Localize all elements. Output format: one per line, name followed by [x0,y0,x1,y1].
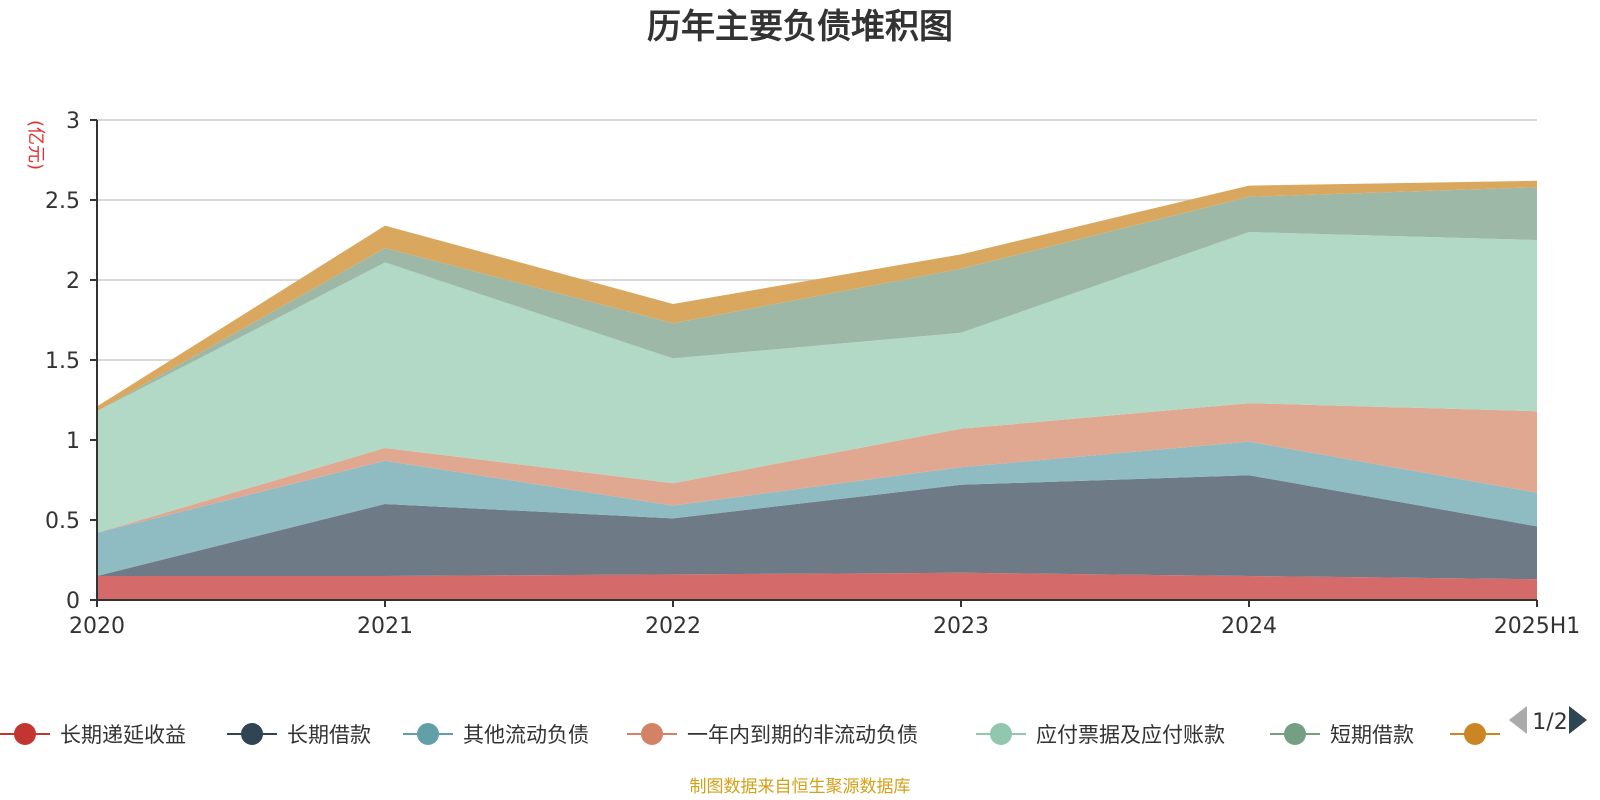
y-axis-unit: (亿元) [25,120,46,170]
legend-page-indicator: 1/2 [1532,710,1567,735]
legend-label: 其他流动负债 [463,723,589,747]
chart-title: 历年主要负债堆积图 [647,7,953,47]
y-tick-label: 3 [66,109,80,134]
legend-item[interactable]: 长期递延收益 [0,723,186,747]
legend-marker [14,723,36,745]
y-tick-label: 0.5 [45,509,80,534]
legend-label: 应付票据及应付账款 [1036,723,1225,747]
legend-marker [641,723,663,745]
x-tick-label: 2020 [69,614,125,639]
area-series-3 [97,403,1537,533]
area-series-4 [97,232,1537,533]
legend-next-icon[interactable] [1569,706,1587,734]
y-tick-label: 2 [66,269,80,294]
data-source: 制图数据来自恒生聚源数据库 [690,777,911,797]
area-series-5 [97,187,1537,412]
legend[interactable]: 长期递延收益 长期借款 其他流动负债 一年内到期的非流动负债 应付票据及应付账款 短期借款 [0,723,1500,747]
legend-label: 一年内到期的非流动负债 [687,723,918,747]
x-tick-label: 2021 [357,614,413,639]
legend-label: 短期借款 [1330,723,1414,747]
legend-marker [241,723,263,745]
y-tick-label: 1.5 [45,349,80,374]
x-tick-label: 2022 [645,614,701,639]
y-tick-label: 0 [66,589,80,614]
legend-marker [990,723,1012,745]
area-series-1 [97,475,1537,580]
legend-marker [417,723,439,745]
x-tick-label: 2023 [933,614,989,639]
x-tick-label: 2025H1 [1494,614,1581,639]
legend-marker [1464,723,1486,745]
legend-marker [1284,723,1306,745]
legend-item[interactable]: 应付票据及应付账款 [976,723,1225,747]
legend-item[interactable] [1450,723,1500,745]
legend-item[interactable]: 短期借款 [1270,723,1414,747]
legend-label: 长期借款 [287,723,371,747]
legend-pager[interactable]: 1/2 [1509,706,1587,735]
axes: 0 0.5 1 1.5 2 2.5 3 2020 2021 2022 2023 2024 2025H1 [45,109,1580,639]
legend-label: 长期递延收益 [60,723,186,747]
y-tick-label: 1 [66,429,80,454]
legend-item[interactable]: 长期借款 [227,723,371,747]
area-series [97,180,1537,600]
area-series-6 [97,180,1537,412]
legend-prev-icon[interactable] [1509,706,1527,734]
y-tick-label: 2.5 [45,189,80,214]
legend-item[interactable]: 一年内到期的非流动负债 [627,723,918,747]
area-series-2 [97,441,1537,576]
x-tick-label: 2024 [1221,614,1277,639]
area-series-0 [97,572,1537,600]
legend-item[interactable]: 其他流动负债 [403,723,589,747]
